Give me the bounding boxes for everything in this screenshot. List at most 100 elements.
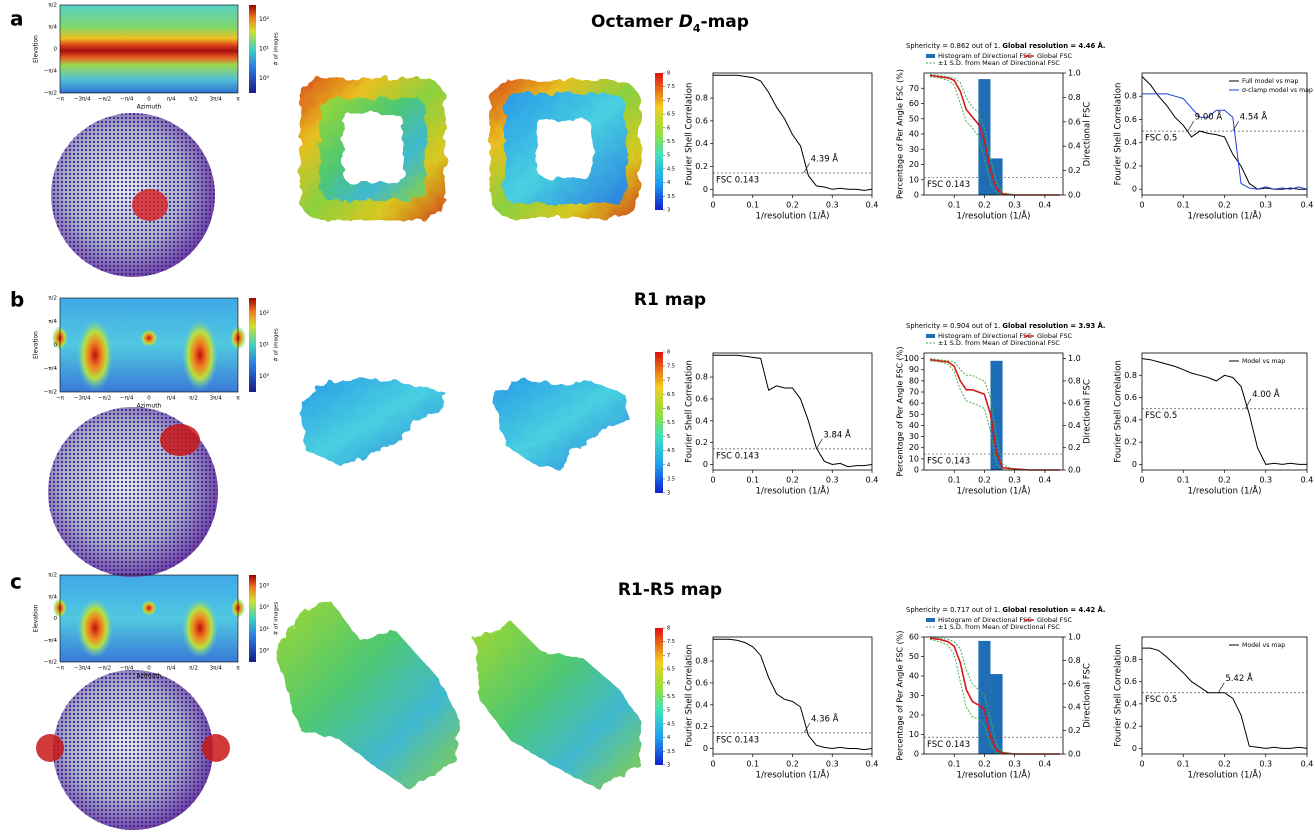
x-tick-label: 0 [710,760,715,769]
heatmap-y-tick-label: π/2 [48,296,57,302]
resolution-colorbar-tick-label: 7 [667,378,670,384]
x-tick-label: 0.1 [948,760,961,769]
heatmap-x-tick-label: −3π/4 [74,666,91,672]
panel-title: R1 map [634,290,706,310]
y-tick-label: 0.4 [1124,415,1137,424]
y-tick-label: 0.2 [1124,161,1137,170]
resolution-colorbar-tick-label: 3 [667,208,670,214]
y-tick-label: 60 [909,99,919,108]
annotation-pointer [803,162,810,174]
y-tick-label: 0 [703,744,708,753]
x-tick-label: 0.2 [786,201,799,210]
heatmap-colorbar-tick-label: 10¹ [259,626,270,633]
resolution-colorbar-tick-label: 8 [667,350,670,356]
resolution-colorbar-tick-label: 4.5 [667,448,675,454]
y2-tick-label: 0.4 [1068,142,1081,151]
y-tick-label: 10 [909,454,919,463]
x-tick-label: 0.2 [978,760,991,769]
heatmap-x-tick-label: π [236,97,240,103]
plot-frame [923,352,1064,471]
heatmap-colorbar-label: # of images [274,602,280,636]
x-tick-label: 0.2 [786,476,799,485]
legend-label: Global FSC [1037,52,1073,60]
chart-title-part: Sphericity = 0.904 out of 1. [906,322,1002,330]
heatmap-x-tick-label: π [236,396,240,402]
heatmap-y-tick-label: π/4 [48,594,57,600]
x-tick-label: 0.3 [826,476,839,485]
heatmap-colorbar [249,5,256,93]
legend-label: Full model vs map [1242,78,1298,85]
y-axis-label: Fourier Shell Correlation [685,644,695,747]
y2-tick-label: 0.0 [1068,466,1081,475]
heatmap-x-tick-label: π/4 [167,97,176,103]
threshold-label: FSC 0.5 [1145,695,1177,705]
heatmap-y-tick-label: −π/2 [44,91,57,97]
resolution-colorbar-tick-label: 7.5 [667,639,675,645]
x-tick-label: 0.1 [746,201,759,210]
y-tick-label: 0.6 [1124,677,1137,686]
annotation-pointer [1187,120,1195,132]
y-tick-label: 30 [909,691,919,700]
x-axis-label: 1/resolution (1/Å) [957,210,1031,222]
resolution-colorbar-tick-label: 3.5 [667,476,675,482]
heatmap-x-tick-label: −3π/4 [74,97,91,103]
heatmap-colorbar [249,575,256,662]
x-tick-label: 0.4 [866,201,879,210]
threshold-label: FSC 0.143 [716,735,759,745]
heatmap-x-label: Azimuth [137,104,162,111]
heatmap-y-tick-label: −π/4 [44,366,58,372]
resolution-colorbar-tick-label: 4 [667,462,670,468]
annotation: 3.84 Å [823,428,851,440]
x-tick-label: 0.1 [746,760,759,769]
heatmap-colorbar-tick-label: 10² [259,16,270,23]
legend-label: Model vs map [1242,358,1285,365]
chart-title: Sphericity = 0.717 out of 1. Global reso… [906,605,1105,614]
y2-tick-label: 0.0 [1068,750,1081,759]
x-tick-label: 0.1 [948,201,961,210]
y-tick-label: 0.8 [695,657,708,666]
y-tick-label: 0.2 [695,162,708,171]
heatmap-colorbar-tick-label: 10⁰ [259,75,270,82]
legend-label: Histogram of Directional FSC [938,52,1032,60]
chart-title: Sphericity = 0.862 out of 1. Global reso… [906,41,1105,50]
resolution-colorbar-tick-label: 6.5 [667,112,675,118]
heatmap-colorbar [249,298,256,392]
resolution-colorbar-tick-label: 8 [667,71,670,77]
panel-title: Octamer D4-map [591,12,749,35]
chart-title: Sphericity = 0.904 out of 1. Global reso… [906,321,1105,330]
heatmap-y-label: Elevation [33,604,40,632]
x-axis-label: 1/resolution (1/Å) [1188,485,1262,497]
heatmap-y-tick-label: π/2 [48,3,57,9]
series-line [713,74,873,191]
heatmap-colorbar-tick-label: 10¹ [259,342,270,349]
chart-title-part: Sphericity = 0.717 out of 1. [906,606,1002,614]
threshold-label: FSC 0.143 [927,457,970,467]
panel-label: b [10,288,24,312]
y2-tick-label: 0.0 [1068,191,1081,200]
y2-tick-label: 0.2 [1068,166,1081,175]
map-rendering [275,78,640,790]
resolution-colorbar-tick-label: 3 [667,763,670,769]
heatmap-x-label: Azimuth [137,403,162,410]
heatmap-colorbar-tick-label: 10¹ [259,46,270,53]
y2-tick-label: 1.0 [1068,354,1081,363]
legend-label: ±1 S.D. from Mean of Directional FSC [938,623,1060,631]
annotation-pointer [1232,120,1240,132]
y-tick-label: 0.8 [1124,655,1137,664]
x-tick-label: 0.1 [1177,476,1190,485]
heatmap-y-tick-label: π/2 [48,573,57,579]
y-axis-label: Fourier Shell Correlation [1114,83,1124,186]
x-tick-label: 0 [710,476,715,485]
y-tick-label: 20 [909,711,919,720]
threshold-label: FSC 0.143 [716,451,759,461]
chart-title-part: Global resolution = 3.93 Å. [1002,321,1105,330]
heatmap-x-tick-label: 0 [147,97,151,103]
resolution-colorbar-tick-label: 6 [667,680,670,686]
resolution-colorbar-tick-label: 6 [667,406,670,412]
y-tick-label: 40 [909,672,919,681]
heatmap-colorbar-label: # of images [274,328,280,362]
series-line [929,358,1060,471]
y-tick-label: 0.4 [695,139,708,148]
x-tick-label: 0.4 [1039,476,1052,485]
